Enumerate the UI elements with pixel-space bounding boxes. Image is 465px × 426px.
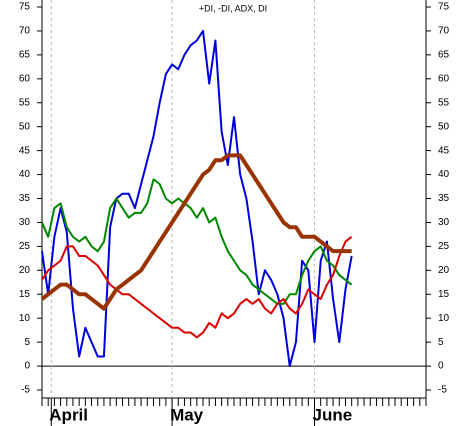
y2-tick-label: 10: [438, 313, 450, 324]
x-tick-label: May: [170, 405, 204, 424]
y-tick-label: 35: [19, 193, 31, 204]
y-tick-label: 45: [19, 145, 31, 156]
y-tick-label: 65: [19, 50, 31, 61]
y-tick-label: 55: [19, 97, 31, 108]
series-line: [41, 236, 353, 339]
y2-tick-label: 35: [438, 193, 450, 204]
y2-tick-label: 45: [438, 145, 450, 156]
chart-title: +DI, -DI, ADX, DI: [199, 3, 267, 13]
y2-tick-label: 65: [438, 50, 450, 61]
y2-tick-label: 55: [438, 97, 450, 108]
y2-tick-label: 40: [438, 169, 450, 180]
y-tick-label: 20: [19, 265, 31, 276]
y-tick-label: 25: [19, 241, 31, 252]
y2-tick-label: 15: [438, 289, 450, 300]
y-tick-label: 70: [19, 26, 31, 37]
y-tick-label: 75: [19, 2, 31, 13]
series-line: [41, 178, 353, 305]
x-tick-label: June: [313, 405, 353, 424]
series-line: [41, 29, 353, 368]
x-tick-label: April: [49, 405, 88, 424]
y-tick-label: 50: [19, 121, 31, 132]
y-tick-label: 5: [24, 337, 30, 348]
y2-tick-label: 70: [438, 26, 450, 37]
y2-tick-label: 50: [438, 121, 450, 132]
y-tick-label: 40: [19, 169, 31, 180]
y2-tick-label: 5: [438, 337, 444, 348]
y2-tick-label: -5: [438, 385, 447, 396]
y2-tick-label: 60: [438, 73, 450, 84]
y2-tick-label: 30: [438, 217, 450, 228]
y-tick-label: 0: [24, 361, 30, 372]
y-tick-label: 60: [19, 73, 31, 84]
y-tick-label: 10: [19, 313, 31, 324]
y2-tick-label: 75: [438, 2, 450, 13]
y2-tick-label: 0: [438, 361, 444, 372]
y2-tick-label: 20: [438, 265, 450, 276]
series-line: [40, 153, 352, 311]
y-tick-label: 30: [19, 217, 31, 228]
y-tick-label: 15: [19, 289, 31, 300]
y2-tick-label: 25: [438, 241, 450, 252]
y-tick-label: -5: [21, 385, 30, 396]
